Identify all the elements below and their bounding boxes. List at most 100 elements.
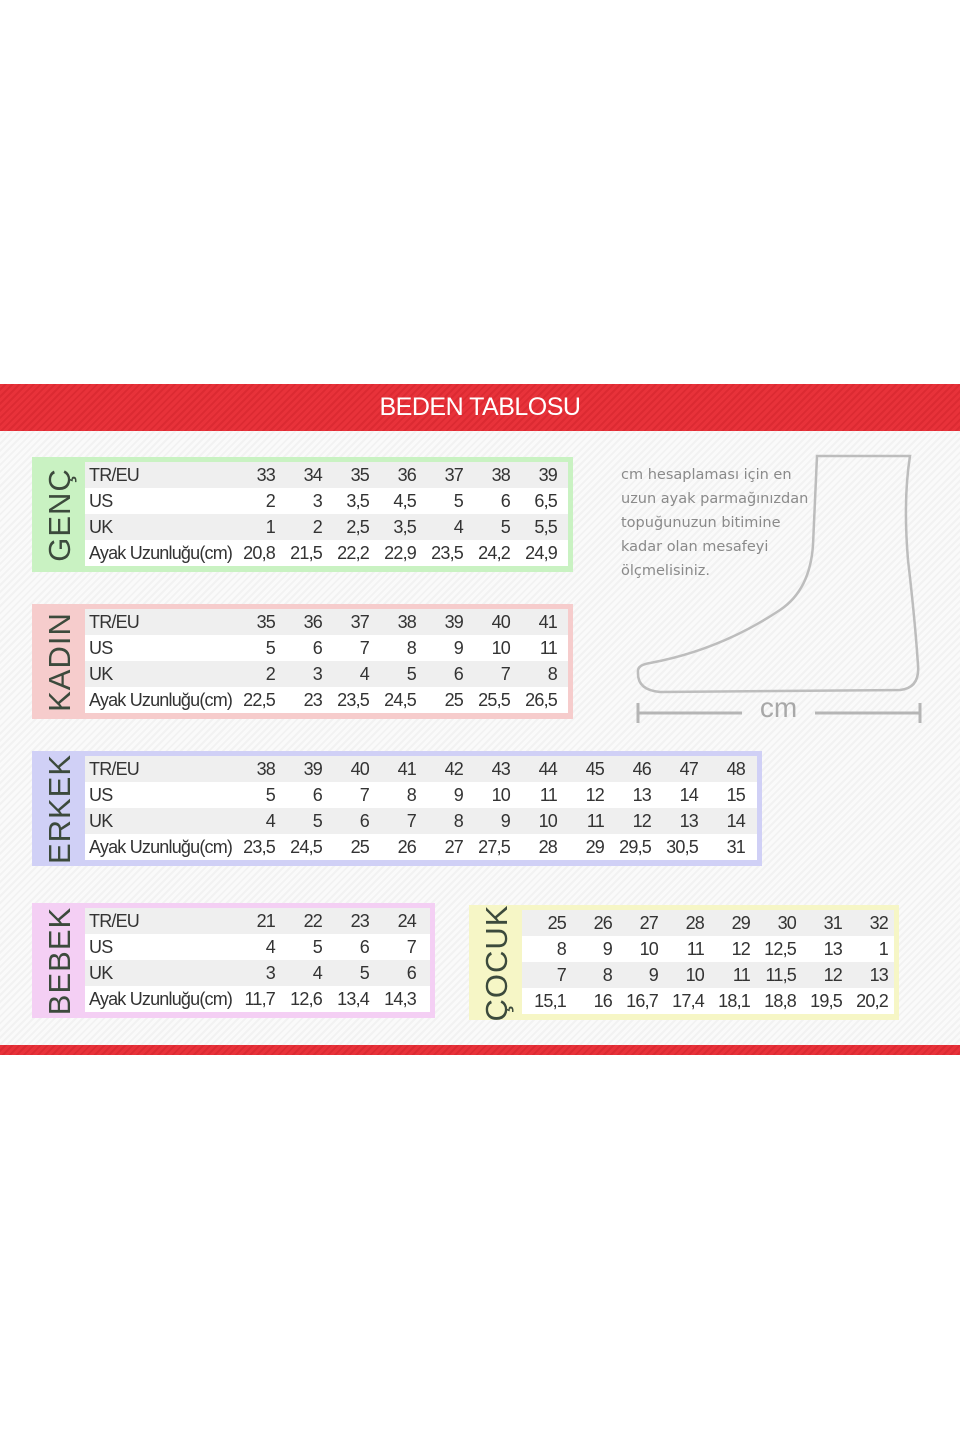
size-cell: 34 <box>303 465 323 485</box>
size-cell: 41 <box>538 612 558 632</box>
size-cell: 8 <box>556 939 567 959</box>
size-cell: 27 <box>444 837 464 857</box>
size-cell: 16,7 <box>626 991 659 1011</box>
size-cell: 39 <box>303 759 323 779</box>
row-label: US <box>89 638 113 658</box>
table-row: US 5 6 7 8 9 10 11 12 13 14 15 <box>85 782 757 808</box>
size-cell: 13 <box>869 965 889 985</box>
row-label: TR/EU <box>89 759 140 779</box>
info-line: topuğunuzun bitimine <box>621 515 781 531</box>
size-cell: 13 <box>679 811 699 831</box>
size-cell: 8 <box>547 664 558 684</box>
size-cell: 4 <box>453 517 464 537</box>
table-erkek: ERKEK TR/EU 38 39 40 41 42 43 44 45 46 47 48 US 5 6 7 8 9 1… <box>32 751 762 866</box>
size-cell: 5 <box>359 963 370 983</box>
row-label: Ayak Uzunluğu(cm) <box>89 690 233 710</box>
size-cell: 46 <box>632 759 652 779</box>
size-cell: 11,7 <box>244 989 276 1009</box>
table-row: US 5 6 7 8 9 10 11 <box>85 635 568 661</box>
size-cell: 9 <box>602 939 613 959</box>
size-cell: 25 <box>547 913 567 933</box>
size-cell: 22,2 <box>337 543 370 563</box>
size-cell: 30,5 <box>666 837 699 857</box>
size-grid: 25 26 27 28 29 30 31 32 8 9 10 11 12 12,5 13 1 7 8 9 10 11 11… <box>522 910 894 1014</box>
table-row: UK 1 2 2,5 3,5 4 5 5,5 <box>85 514 568 540</box>
table-row: TR/EU 35 36 37 38 39 40 41 <box>85 609 568 635</box>
size-cell: 40 <box>491 612 511 632</box>
size-cell: 38 <box>256 759 276 779</box>
size-cell: 13 <box>632 785 652 805</box>
size-cell: 10 <box>491 785 511 805</box>
size-cell: 38 <box>397 612 417 632</box>
size-cell: 3,5 <box>346 491 369 511</box>
size-cell: 38 <box>491 465 511 485</box>
size-cell: 18,1 <box>718 991 751 1011</box>
size-cell: 22 <box>303 911 323 931</box>
size-cell: 11 <box>539 638 558 658</box>
size-grid: TR/EU 35 36 37 38 39 40 41 US 5 6 7 8 9 10 11 UK 2 3 4 5 6 7 8 A… <box>85 609 568 713</box>
size-cell: 8 <box>406 638 417 658</box>
info-line: kadar olan mesafeyi <box>621 539 769 555</box>
size-cell: 36 <box>303 612 323 632</box>
row-label: TR/EU <box>89 612 140 632</box>
table-row: UK 4 5 6 7 8 9 10 11 12 13 14 <box>85 808 757 834</box>
size-cell: 42 <box>444 759 464 779</box>
size-cell: 25 <box>444 690 464 710</box>
size-cell: 31 <box>726 837 746 857</box>
size-cell: 24,2 <box>478 543 511 563</box>
row-label: US <box>89 937 113 957</box>
row-label: US <box>89 785 113 805</box>
measure-instructions: cm hesaplaması için en uzun ayak parmağı… <box>621 463 808 583</box>
size-cell: 24,9 <box>525 543 558 563</box>
row-label: Ayak Uzunluğu(cm) <box>89 543 233 563</box>
size-cell: 37 <box>350 612 370 632</box>
size-cell: 20,8 <box>243 543 276 563</box>
foot-outline-icon <box>636 454 920 694</box>
size-cell: 4,5 <box>393 491 416 511</box>
size-cell: 6 <box>359 811 370 831</box>
size-cell: 26 <box>397 837 417 857</box>
size-cell: 7 <box>500 664 511 684</box>
table-row: TR/EU 38 39 40 41 42 43 44 45 46 47 48 <box>85 756 757 782</box>
size-cell: 45 <box>585 759 605 779</box>
size-cell: 23,5 <box>337 690 370 710</box>
size-cell: 44 <box>538 759 558 779</box>
size-cell: 5 <box>406 664 417 684</box>
size-cell: 29 <box>585 837 605 857</box>
size-cell: 6 <box>359 937 370 957</box>
info-line: uzun ayak parmağınızdan <box>621 491 809 507</box>
size-cell: 47 <box>679 759 699 779</box>
size-cell: 5 <box>265 785 276 805</box>
size-cell: 24,5 <box>290 837 323 857</box>
size-cell: 2,5 <box>346 517 369 537</box>
table-row: UK 2 3 4 5 6 7 8 <box>85 661 568 687</box>
size-cell: 4 <box>265 811 276 831</box>
row-label: Ayak Uzunluğu(cm) <box>89 989 233 1009</box>
row-label: Ayak Uzunluğu(cm) <box>89 837 233 857</box>
table-row: 8 9 10 11 12 12,5 13 1 <box>522 936 894 962</box>
size-cell: 11 <box>686 939 705 959</box>
size-cell: 22,5 <box>243 690 276 710</box>
table-bebek: BEBEK TR/EU 21 22 23 24 US 4 5 6 7 UK 3 4 5 6 Ayak Uzunl… <box>32 903 435 1018</box>
size-cell: 29,5 <box>619 837 652 857</box>
table-row: TR/EU 21 22 23 24 <box>85 908 430 934</box>
size-cell: 48 <box>726 759 746 779</box>
size-cell: 23,5 <box>431 543 464 563</box>
size-cell: 7 <box>359 638 370 658</box>
size-cell: 35 <box>256 612 276 632</box>
table-row: 7 8 9 10 11 11,5 12 13 <box>522 962 894 988</box>
size-cell: 36 <box>397 465 417 485</box>
size-cell: 35 <box>350 465 370 485</box>
size-cell: 10 <box>538 811 558 831</box>
size-cell: 4 <box>312 963 323 983</box>
size-cell: 21 <box>256 911 276 931</box>
row-label: TR/EU <box>89 911 140 931</box>
size-cell: 12 <box>585 785 605 805</box>
size-cell: 28 <box>538 837 558 857</box>
size-cell: 6 <box>500 491 511 511</box>
size-cell: 9 <box>648 965 659 985</box>
size-cell: 11,5 <box>765 965 797 985</box>
table-row: Ayak Uzunluğu(cm) 20,8 21,5 22,2 22,9 23,5 24,… <box>85 540 568 566</box>
size-cell: 23 <box>350 911 370 931</box>
size-cell: 12 <box>632 811 652 831</box>
